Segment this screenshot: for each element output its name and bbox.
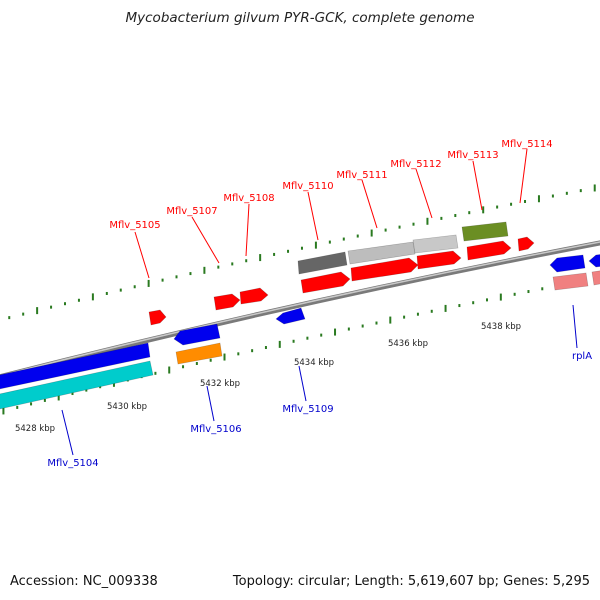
gene-mflv-5110-feature[interactable] (300, 271, 351, 294)
leader-line-mflv-5106 (206, 385, 215, 422)
gene-pink-feature[interactable] (552, 272, 589, 291)
label-mflv-5108[interactable]: Mflv_5108 (223, 193, 274, 204)
scale-label-5432: 5432 kbp (200, 379, 240, 389)
gene-mflv-5108-feature[interactable] (239, 287, 269, 305)
gene-mflv-5106-orange-feature[interactable] (175, 342, 223, 365)
label-rplA[interactable]: rplA (572, 351, 592, 362)
leader-line-mflv-5110 (307, 191, 319, 241)
gene-olive-feature[interactable] (461, 221, 509, 242)
gene-dark-grey-feature[interactable] (297, 251, 348, 275)
gene-mflv-5106-feature[interactable] (173, 323, 221, 346)
gene-mflv-5105-feature[interactable] (148, 309, 167, 326)
label-mflv-5106[interactable]: Mflv_5106 (190, 424, 241, 435)
genome-backbone (0, 240, 600, 380)
label-mflv-5113[interactable]: Mflv_5113 (447, 150, 498, 161)
gene-rplA-feature[interactable] (549, 254, 586, 273)
leader-line-mflv-5111 (361, 179, 378, 229)
gene-mflv-5109-feature[interactable] (275, 307, 306, 325)
tick-marks (2, 184, 599, 415)
leader-line-mflv-5109 (298, 365, 307, 402)
leader-line-mflv-5105 (134, 231, 150, 279)
label-mflv-5107[interactable]: Mflv_5107 (166, 206, 217, 217)
label-mflv-5114[interactable]: Mflv_5114 (501, 139, 552, 150)
label-mflv-5112[interactable]: Mflv_5112 (390, 159, 441, 170)
gene-mflv-5107-feature[interactable] (213, 293, 241, 311)
accession-text: Accession: NC_009338 (10, 574, 158, 589)
leader-line-mflv-5104 (61, 409, 74, 456)
reverse-gene-labels: Mflv_5104 Mflv_5106 Mflv_5109 rplA (47, 304, 592, 469)
forward-gene-labels: Mflv_5105 Mflv_5107 Mflv_5108 Mflv_5110 … (109, 139, 553, 279)
label-mflv-5104[interactable]: Mflv_5104 (47, 458, 98, 469)
leader-line-mflv-5114 (519, 148, 528, 204)
forward-strand-features (148, 221, 535, 326)
genome-backbone-highlight (0, 241, 600, 377)
gene-light-grey-feature[interactable] (347, 241, 416, 265)
gene-mflv-5104-feature[interactable] (0, 342, 151, 390)
leader-line-rplA (572, 304, 578, 349)
scale-label-5434: 5434 kbp (294, 358, 334, 368)
scale-labels: 5428 kbp 5430 kbp 5432 kbp 5434 kbp 5436… (15, 322, 521, 434)
topology-text: Topology: circular; Length: 5,619,607 bp… (232, 574, 590, 589)
gene-mflv-5111-feature[interactable] (350, 257, 419, 282)
gene-mflv-5112-feature[interactable] (416, 250, 462, 270)
gene-pink-edge-feature[interactable] (591, 270, 600, 286)
leader-line-mflv-5112 (415, 168, 433, 219)
reverse-strand-features (0, 254, 600, 410)
label-mflv-5110[interactable]: Mflv_5110 (282, 181, 333, 192)
leader-line-mflv-5108 (245, 203, 250, 257)
gene-mflv-5113-feature[interactable] (466, 240, 512, 261)
scale-label-5428: 5428 kbp (15, 424, 55, 434)
gene-light-grey-2-feature[interactable] (412, 234, 459, 254)
scale-label-5438: 5438 kbp (481, 322, 521, 332)
label-mflv-5109[interactable]: Mflv_5109 (282, 404, 333, 415)
leader-line-mflv-5113 (472, 160, 483, 211)
gene-blue-edge-feature[interactable] (588, 254, 600, 268)
label-mflv-5105[interactable]: Mflv_5105 (109, 220, 160, 231)
gene-mflv-5114-feature[interactable] (517, 236, 535, 252)
label-mflv-5111[interactable]: Mflv_5111 (336, 170, 387, 181)
scale-label-5430: 5430 kbp (107, 402, 147, 412)
gene-cyan-feature[interactable] (0, 360, 154, 410)
scale-label-5436: 5436 kbp (388, 339, 428, 349)
map-title: Mycobacterium gilvum PYR-GCK, complete g… (125, 10, 475, 26)
leader-line-mflv-5107 (191, 216, 220, 264)
